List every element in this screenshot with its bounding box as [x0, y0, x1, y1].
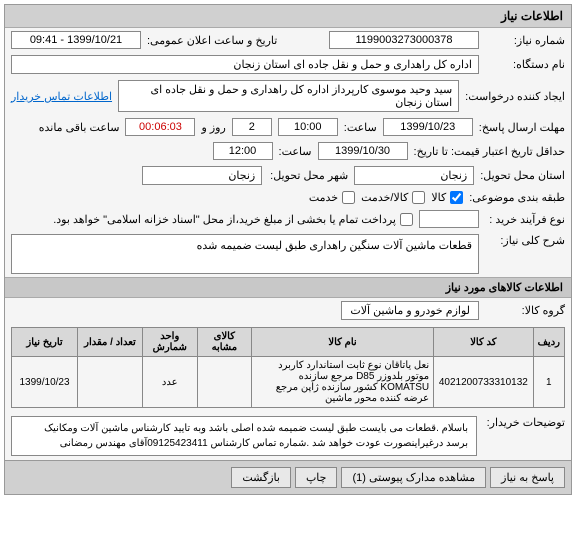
goods-section-title: اطلاعات کالاهای مورد نیاز	[5, 277, 571, 298]
deliver-city-label: شهر محل تحویل:	[268, 169, 348, 182]
kala-khadamat-check-input[interactable]	[412, 191, 425, 204]
col-name: نام کالا	[251, 328, 433, 357]
cell-similar	[197, 357, 251, 408]
kala-khadamat-checkbox[interactable]: کالا/خدمت	[361, 191, 425, 204]
need-no-label: شماره نیاز:	[485, 34, 565, 47]
cell-unit: عدد	[142, 357, 197, 408]
deadline-days: 2	[232, 118, 272, 136]
cell-name: نعل یاتاقان نوع ثابت استاندارد کاربرد مو…	[251, 357, 433, 408]
col-similar: کالای مشابه	[197, 328, 251, 357]
col-qty: تعداد / مقدار	[78, 328, 143, 357]
table-row[interactable]: 1 4021200733310132 نعل یاتاقان نوع ثابت …	[12, 357, 565, 408]
khadamat-checkbox[interactable]: خدمت	[309, 191, 355, 204]
col-idx: ردیف	[533, 328, 564, 357]
cell-code: 4021200733310132	[434, 357, 533, 408]
kala-label: کالا	[431, 191, 446, 204]
print-button[interactable]: چاپ	[295, 467, 338, 488]
validity-time: 12:00	[213, 142, 273, 160]
pay-label: پرداخت تمام یا بخشی از مبلغ خرید،از محل …	[53, 213, 396, 226]
group-value: لوازم خودرو و ماشین آلات	[341, 301, 479, 320]
deliver-city-value: زنجان	[142, 166, 262, 185]
validity-label: حداقل تاریخ اعتبار قیمت: تا تاریخ:	[414, 145, 565, 158]
group-label: گروه کالا:	[485, 304, 565, 317]
validity-time-label: ساعت:	[279, 145, 312, 158]
days-label: روز و	[201, 121, 225, 134]
pay-check-input[interactable]	[400, 213, 413, 226]
org-value: اداره کل راهداری و حمل و نقل جاده ای است…	[11, 55, 479, 74]
col-unit: واحد شمارش	[142, 328, 197, 357]
deliver-prov-value: زنجان	[354, 166, 474, 185]
remain-label: ساعت باقی مانده	[39, 121, 120, 134]
back-button[interactable]: بازگشت	[231, 467, 291, 488]
khadamat-label: خدمت	[309, 191, 338, 204]
notes-value: باسلام .قطعات می بایست طبق لیست ضمیمه شد…	[11, 416, 477, 456]
deliver-prov-label: استان محل تحویل:	[480, 169, 565, 182]
cell-date: 1399/10/23	[12, 357, 78, 408]
bottom-bar: پاسخ به نیاز مشاهده مدارک پیوستی (1) چاپ…	[5, 460, 571, 494]
page-title: اطلاعات نیاز	[5, 5, 571, 28]
khadamat-check-input[interactable]	[342, 191, 355, 204]
col-code: کد کالا	[434, 328, 533, 357]
notes-label: توضیحات خریدار:	[485, 416, 565, 429]
need-desc-label: شرح کلی نیاز:	[485, 234, 565, 247]
kala-khadamat-label: کالا/خدمت	[361, 191, 408, 204]
validity-date: 1399/10/30	[318, 142, 408, 160]
org-label: نام دستگاه:	[485, 58, 565, 71]
pay-checkbox[interactable]: پرداخت تمام یا بخشی از مبلغ خرید،از محل …	[53, 213, 413, 226]
cell-idx: 1	[533, 357, 564, 408]
attachments-button[interactable]: مشاهده مدارک پیوستی (1)	[341, 467, 486, 488]
kala-check-input[interactable]	[450, 191, 463, 204]
need-no-value: 1199003273000378	[329, 31, 479, 49]
countdown-timer: 00:06:03	[125, 118, 195, 136]
pub-date-label: تاریخ و ساعت اعلان عمومی:	[147, 34, 277, 47]
need-desc-value: قطعات ماشین آلات سنگین راهداری طبق لیست …	[11, 234, 479, 274]
deadline-label: مهلت ارسال پاسخ:	[479, 121, 565, 134]
deadline-time: 10:00	[278, 118, 338, 136]
proc-type-label: نوع فرآیند خرید :	[485, 213, 565, 226]
budget-label: طبقه بندی موضوعی:	[469, 191, 565, 204]
deadline-time-label: ساعت:	[344, 121, 377, 134]
deadline-date: 1399/10/23	[383, 118, 473, 136]
creator-value: سید وحید موسوی کارپرداز اداره کل راهداری…	[118, 80, 459, 112]
goods-table: ردیف کد کالا نام کالا کالای مشابه واحد ش…	[11, 327, 565, 408]
creator-label: ایجاد کننده درخواست:	[465, 90, 565, 103]
kala-checkbox[interactable]: کالا	[431, 191, 463, 204]
col-date: تاریخ نیاز	[12, 328, 78, 357]
proc-type-value	[419, 210, 479, 228]
reply-button[interactable]: پاسخ به نیاز	[490, 467, 565, 488]
pub-date-value: 1399/10/21 - 09:41	[11, 31, 141, 49]
cell-qty	[78, 357, 143, 408]
contact-link[interactable]: اطلاعات تماس خریدار	[11, 90, 112, 103]
